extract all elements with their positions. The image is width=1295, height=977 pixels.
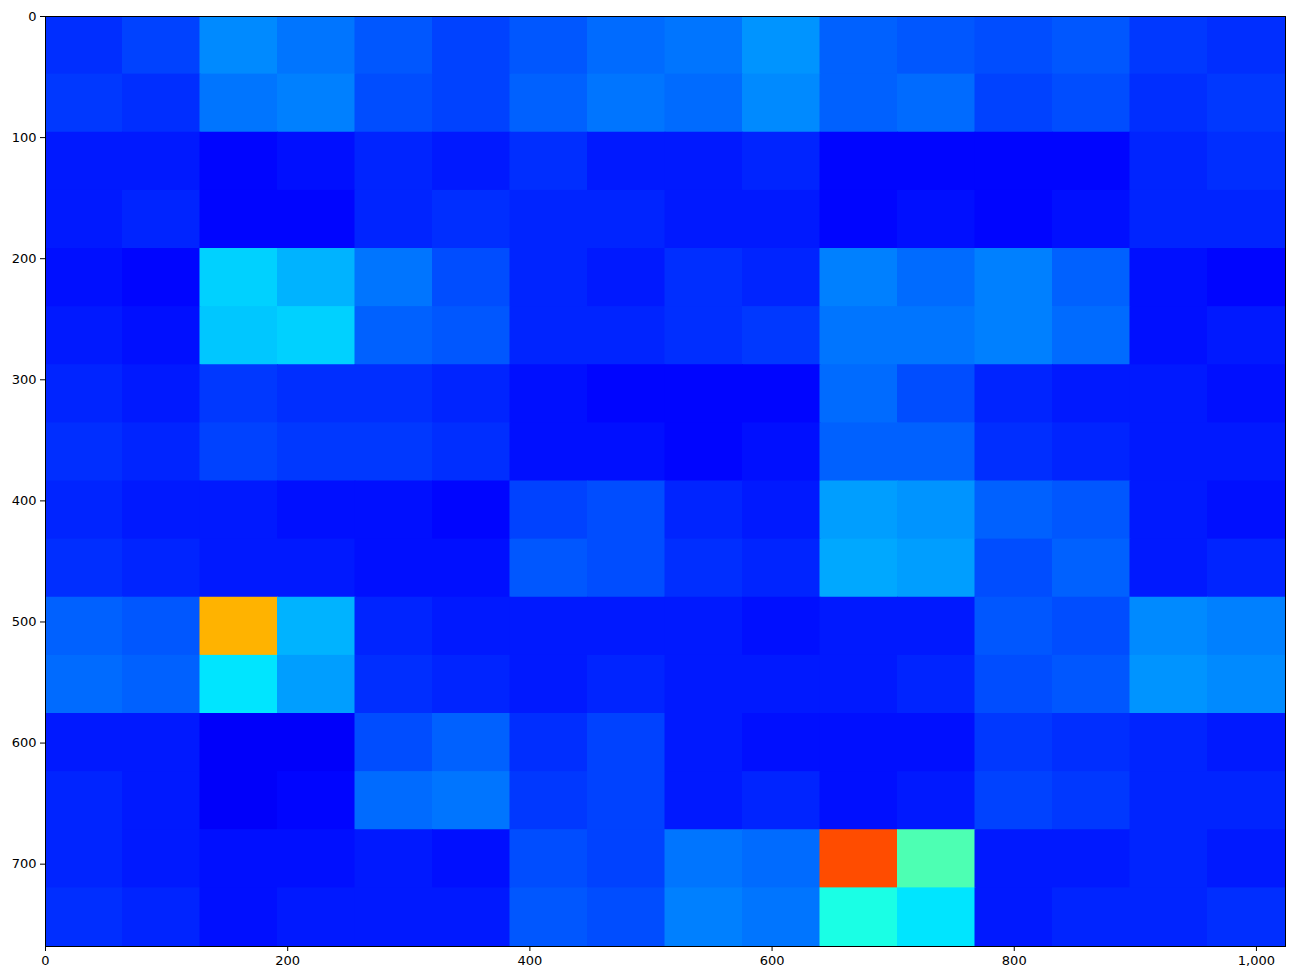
svg-text:600: 600	[760, 953, 785, 968]
svg-text:400: 400	[517, 953, 542, 968]
svg-text:400: 400	[12, 493, 37, 508]
svg-text:800: 800	[1002, 953, 1027, 968]
svg-text:500: 500	[12, 614, 37, 629]
svg-text:1,000: 1,000	[1238, 953, 1275, 968]
svg-text:600: 600	[12, 735, 37, 750]
svg-text:700: 700	[12, 856, 37, 871]
svg-text:300: 300	[12, 372, 37, 387]
svg-text:100: 100	[12, 130, 37, 145]
svg-text:200: 200	[275, 953, 300, 968]
svg-text:0: 0	[41, 953, 49, 968]
svg-text:200: 200	[12, 251, 37, 266]
svg-text:0: 0	[28, 9, 36, 24]
